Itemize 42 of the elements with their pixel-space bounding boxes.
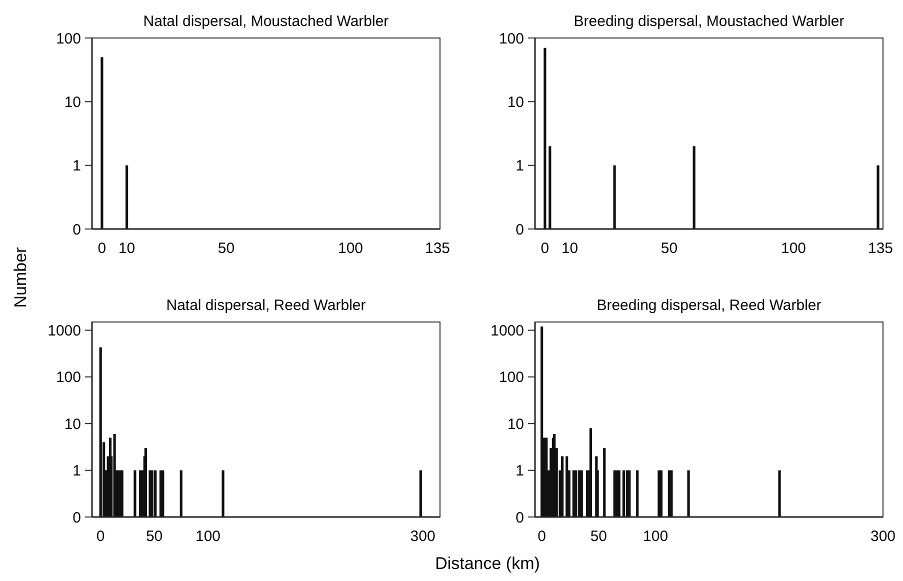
x-tick-label: 50	[146, 528, 163, 545]
chart-title: Breeding dispersal, Moustached Warbler	[574, 13, 844, 30]
chart-title: Natal dispersal, Moustached Warbler	[143, 13, 389, 30]
y-axis-title: Number	[11, 246, 30, 308]
y-tick-label: 100	[56, 30, 81, 48]
x-tick-label: 300	[410, 528, 436, 545]
chart-title: Breeding dispersal, Reed Warbler	[596, 297, 822, 314]
x-tick-label: 10	[561, 240, 578, 257]
x-tick-label: 100	[338, 240, 364, 257]
chart-title: Natal dispersal, Reed Warbler	[166, 297, 366, 314]
y-tick-label: 0	[516, 509, 524, 526]
y-tick-label: 10	[507, 94, 524, 111]
y-tick-label: 1000	[490, 322, 524, 340]
x-tick-label: 135	[868, 240, 894, 257]
x-tick-label: 300	[870, 528, 896, 545]
y-tick-label: 1	[516, 158, 524, 175]
y-tick-label: 0	[72, 509, 81, 526]
y-tick-label: 1	[72, 158, 81, 175]
x-tick-label: 10	[118, 240, 136, 257]
x-tick-label: 100	[195, 528, 221, 545]
x-tick-label: 0	[538, 528, 546, 545]
y-tick-label: 0	[516, 221, 524, 238]
x-tick-label: 100	[781, 240, 806, 257]
y-tick-label: 10	[507, 416, 524, 433]
x-axis-title: Distance (km)	[435, 554, 540, 573]
y-tick-label: 100	[56, 369, 81, 386]
x-tick-label: 0	[96, 528, 105, 545]
y-tick-label: 0	[72, 221, 81, 238]
x-tick-label: 50	[660, 240, 678, 257]
x-tick-label: 100	[643, 528, 668, 545]
x-tick-label: 135	[425, 240, 450, 257]
y-tick-label: 1	[516, 462, 524, 480]
y-tick-label: 10	[64, 94, 81, 111]
y-tick-label: 100	[498, 369, 524, 386]
y-tick-label: 1	[72, 462, 81, 480]
x-tick-label: 0	[540, 240, 550, 257]
y-tick-label: 1000	[48, 322, 81, 340]
y-tick-label: 10	[64, 416, 81, 433]
y-tick-label: 100	[498, 30, 524, 48]
x-tick-label: 50	[218, 240, 235, 257]
x-tick-label: 50	[590, 528, 608, 545]
x-tick-label: 0	[98, 240, 106, 257]
